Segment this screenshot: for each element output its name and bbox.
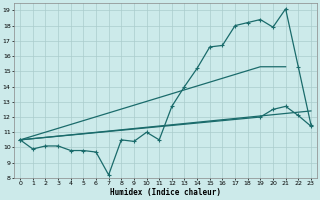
- X-axis label: Humidex (Indice chaleur): Humidex (Indice chaleur): [110, 188, 221, 197]
